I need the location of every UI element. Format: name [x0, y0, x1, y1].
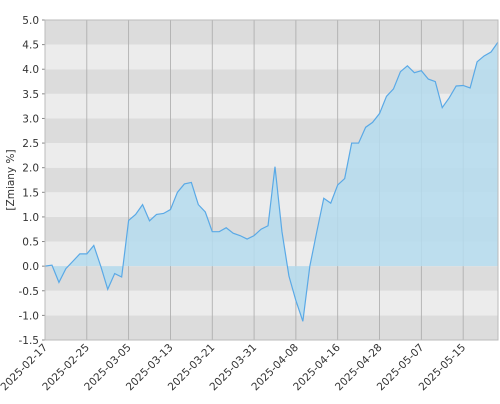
y-tick-label: 2.5 [22, 138, 39, 150]
y-tick-label: 0.5 [22, 237, 39, 249]
grid-band [45, 44, 498, 70]
y-tick-label: 1.5 [22, 187, 39, 199]
y-tick-label: -1.5 [19, 335, 40, 347]
y-tick-label: 5.0 [22, 15, 39, 27]
grid-band [45, 20, 498, 45]
y-tick-label: 3.0 [22, 113, 39, 125]
plot-border [44, 19, 499, 341]
line [44, 41, 499, 322]
grid-band [45, 315, 498, 340]
y-tick-label: -0.5 [19, 286, 40, 298]
y-tick-label: 0.0 [22, 261, 39, 273]
y-tick-label: 3.5 [22, 89, 39, 101]
area [45, 42, 498, 322]
y-tick-label: 4.0 [22, 64, 39, 76]
y-tick-label: 2.0 [22, 163, 39, 175]
y-tick-label: 1.0 [22, 212, 39, 224]
grid-band [45, 290, 498, 316]
y-axis-label: [Zmiany %] [5, 149, 17, 210]
y-tick-label: 4.5 [22, 40, 39, 52]
y-tick-label: -1.0 [19, 310, 40, 322]
